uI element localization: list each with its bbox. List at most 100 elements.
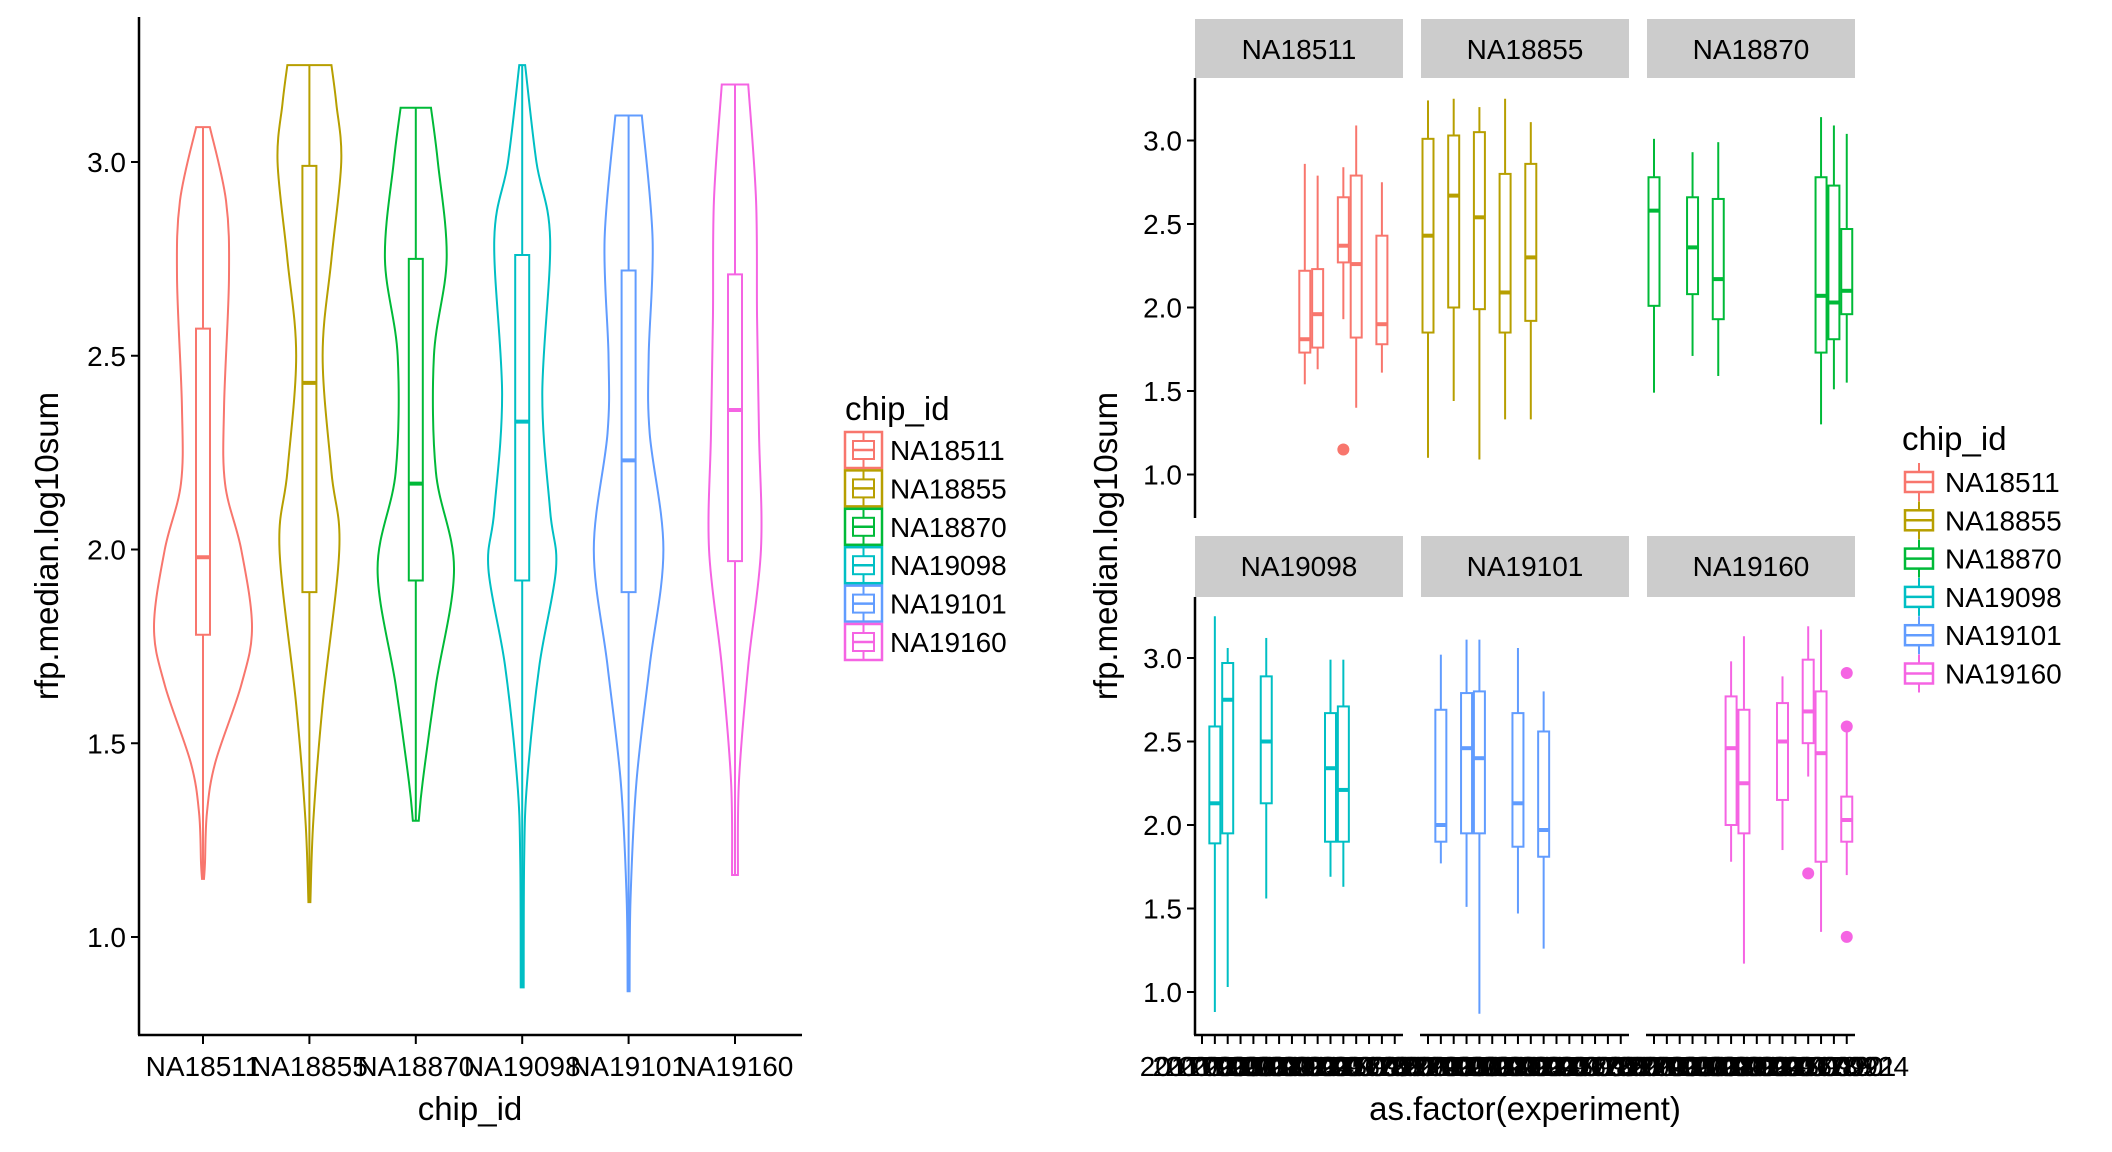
facet-panel-NA18870: NA18870 — [1647, 19, 1855, 425]
boxplot — [1375, 182, 1389, 373]
box — [1511, 712, 1525, 848]
legend-item: NA19098 — [843, 545, 1007, 585]
boxplot — [1311, 175, 1325, 370]
box — [1814, 176, 1828, 354]
boxplot — [1421, 100, 1435, 458]
facet-strip — [1195, 536, 1403, 597]
x-tick-label: NA19160 — [677, 1051, 794, 1082]
x-tick-label: NA19101 — [570, 1051, 687, 1082]
violin-NA19101 — [592, 114, 665, 993]
y-tick-label: 1.5 — [1143, 376, 1182, 407]
y-tick-label: 1.0 — [87, 922, 126, 953]
x-tick-label: 20170914 — [1230, 1051, 1355, 1082]
box — [514, 254, 531, 582]
y-tick-label: 1.0 — [1143, 460, 1182, 491]
boxplot — [1840, 667, 1854, 943]
y-tick-label: 2.5 — [1143, 727, 1182, 758]
x-tick-label: 20170913 — [1217, 1051, 1342, 1082]
x-axis-title: chip_id — [418, 1090, 523, 1127]
x-tick-label: 20170924 — [1332, 1051, 1457, 1082]
box — [1537, 730, 1551, 858]
legend-label: NA19101 — [890, 589, 1007, 620]
x-tick-label: 20170924 — [1784, 1051, 1909, 1082]
x-tick-label: NA18855 — [251, 1051, 368, 1082]
boxplot — [1472, 639, 1486, 1014]
violin-chart: 1.01.52.02.53.0 NA18511NA18855NA18870NA1… — [28, 17, 1007, 1127]
legend-item: NA19160 — [843, 622, 1007, 662]
box — [620, 269, 637, 594]
x-tick-label: 20170905 — [1592, 1051, 1717, 1082]
x-tick-label: 20170920 — [1759, 1051, 1884, 1082]
x-tick-label: 20170924 — [1558, 1051, 1683, 1082]
box — [1711, 197, 1725, 321]
outlier-point — [1840, 667, 1853, 680]
facet-strip-label: NA19098 — [1241, 551, 1358, 582]
y-tick-label: 2.0 — [1143, 810, 1182, 841]
boxplot — [1259, 637, 1273, 899]
legend-item: NA19098 — [1903, 577, 2062, 616]
boxplot — [1208, 616, 1222, 1013]
x-ticks: NA18511NA18855NA18870NA19098NA19101NA191… — [146, 1035, 794, 1082]
legend-label: NA19098 — [1945, 582, 2062, 613]
facet-strip — [1647, 536, 1855, 597]
x-tick-label: 20170915 — [1469, 1051, 1594, 1082]
violin-NA18870 — [376, 106, 456, 822]
x-tick-label: 20170917 — [1268, 1051, 1393, 1082]
box — [1298, 269, 1312, 354]
legend-label: NA19101 — [1945, 620, 2062, 651]
box — [1375, 234, 1389, 346]
x-tick-label: 20170913 — [1669, 1051, 1794, 1082]
boxplot — [1336, 659, 1350, 887]
y-tick-label: 3.0 — [1143, 643, 1182, 674]
legend-label: NA19160 — [890, 627, 1007, 658]
facet-strip — [1421, 536, 1629, 597]
legend-title: chip_id — [845, 390, 950, 427]
x-tick-label: 20170907 — [1165, 1051, 1290, 1082]
box — [727, 273, 743, 563]
x-tick-label: 20170919 — [1746, 1051, 1871, 1082]
boxplot — [1336, 167, 1350, 456]
x-tick-label: 20170921 — [1320, 1051, 1445, 1082]
legend-item: NA18855 — [843, 469, 1007, 508]
violin-marks — [152, 64, 763, 993]
x-tick-label: 20170915 — [1243, 1051, 1368, 1082]
y-tick-label: 3.0 — [1143, 126, 1182, 157]
violin-NA18511 — [152, 126, 254, 880]
box — [1737, 708, 1751, 835]
x-tick-label: 20170908 — [1404, 1051, 1529, 1082]
boxplot — [1511, 647, 1525, 914]
x-tick-label: 20170918 — [1281, 1051, 1406, 1082]
legend-label: NA18511 — [1945, 467, 2060, 498]
y-tick-label: 2.5 — [87, 341, 126, 372]
legend: chip_id NA18511 NA18855 NA18870 NA19098 NA19… — [843, 390, 1007, 662]
boxplot — [1524, 122, 1538, 420]
x-tick-label: 20170910 — [1191, 1051, 1316, 1082]
box — [1221, 662, 1235, 835]
facet-panel-NA18511: NA18511 1.0 1.5 2.0 2.5 3.0 — [1143, 19, 1403, 518]
x-tick-label: 20170910 — [1417, 1051, 1542, 1082]
legend-label: NA19160 — [1945, 659, 2062, 690]
box — [407, 257, 424, 582]
box — [1460, 692, 1474, 835]
x-tick-label: 20170912 — [1656, 1051, 1781, 1082]
legend-label: NA18870 — [1945, 544, 2062, 575]
facet-strip-label: NA19101 — [1467, 551, 1584, 582]
boxplot-NA19101 — [620, 115, 637, 992]
boxplot-NA19160 — [727, 84, 743, 875]
y-axis-title: rfp.median.log10sum — [1087, 392, 1124, 700]
boxplot — [1801, 626, 1815, 880]
boxplot-NA18870 — [407, 107, 424, 821]
boxplot — [1737, 636, 1751, 964]
legend-item: NA18870 — [843, 507, 1007, 547]
box — [1311, 268, 1325, 349]
boxplot — [1814, 117, 1828, 425]
y-axis-title: rfp.median.log10sum — [28, 392, 65, 700]
legend-item: NA18511 — [843, 430, 1005, 470]
y-tick-label: 1.5 — [87, 728, 126, 759]
box — [1472, 131, 1486, 311]
x-tick-label: NA18511 — [146, 1051, 261, 1082]
facet-panel-NA19098: NA190981.01.52.02.53.0201709052017090620… — [1140, 536, 1457, 1082]
boxplot — [1349, 125, 1363, 408]
x-tick-label: NA19098 — [464, 1051, 581, 1082]
boxplot — [1840, 133, 1854, 383]
